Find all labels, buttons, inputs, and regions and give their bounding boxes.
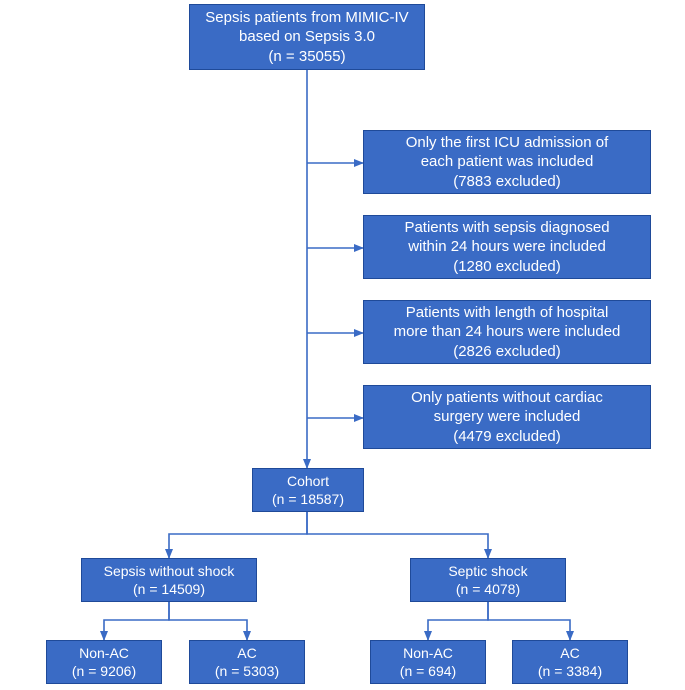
node-excl4: Only patients without cardiacsurgery wer… <box>363 385 651 449</box>
node-excl3-line: Patients with length of hospital <box>406 303 609 323</box>
node-excl4-line: (4479 excluded) <box>453 427 561 447</box>
edge-5 <box>169 512 307 558</box>
node-sws-line: Sepsis without shock <box>104 562 235 580</box>
node-excl1: Only the first ICU admission ofeach pati… <box>363 130 651 194</box>
flowchart-canvas: Sepsis patients from MIMIC-IVbased on Se… <box>0 0 685 690</box>
node-nac1-line: Non-AC <box>79 644 129 662</box>
node-excl2: Patients with sepsis diagnosedwithin 24 … <box>363 215 651 279</box>
edge-10 <box>488 602 570 640</box>
node-top-line: based on Sepsis 3.0 <box>239 27 375 47</box>
node-ss: Septic shock(n = 4078) <box>410 558 566 602</box>
node-excl4-line: Only patients without cardiac <box>411 388 603 408</box>
node-excl2-line: within 24 hours were included <box>408 237 606 257</box>
node-excl2-line: (1280 excluded) <box>453 257 561 277</box>
node-top-line: (n = 35055) <box>268 47 345 67</box>
node-ac1-line: AC <box>237 644 256 662</box>
node-ss-line: Septic shock <box>448 562 527 580</box>
node-excl3-line: more than 24 hours were included <box>394 322 621 342</box>
edge-8 <box>169 602 247 640</box>
node-cohort: Cohort(n = 18587) <box>252 468 364 512</box>
node-cohort-line: (n = 18587) <box>272 490 344 508</box>
node-excl4-line: surgery were included <box>434 407 581 427</box>
node-excl1-line: (7883 excluded) <box>453 172 561 192</box>
node-ac2-line: AC <box>560 644 579 662</box>
node-ac2: AC(n = 3384) <box>512 640 628 684</box>
edge-9 <box>428 602 488 640</box>
node-sws: Sepsis without shock(n = 14509) <box>81 558 257 602</box>
edge-7 <box>104 602 169 640</box>
node-sws-line: (n = 14509) <box>133 580 205 598</box>
node-top: Sepsis patients from MIMIC-IVbased on Se… <box>189 4 425 70</box>
node-ac2-line: (n = 3384) <box>538 662 602 680</box>
node-excl3: Patients with length of hospitalmore tha… <box>363 300 651 364</box>
node-ss-line: (n = 4078) <box>456 580 520 598</box>
node-excl3-line: (2826 excluded) <box>453 342 561 362</box>
node-nac2: Non-AC(n = 694) <box>370 640 486 684</box>
node-ac1-line: (n = 5303) <box>215 662 279 680</box>
node-excl1-line: each patient was included <box>421 152 594 172</box>
node-nac1-line: (n = 9206) <box>72 662 136 680</box>
node-cohort-line: Cohort <box>287 472 329 490</box>
node-excl2-line: Patients with sepsis diagnosed <box>404 218 609 238</box>
edge-6 <box>307 512 488 558</box>
node-ac1: AC(n = 5303) <box>189 640 305 684</box>
node-nac2-line: (n = 694) <box>400 662 456 680</box>
node-excl1-line: Only the first ICU admission of <box>406 133 609 153</box>
node-top-line: Sepsis patients from MIMIC-IV <box>205 8 408 28</box>
node-nac1: Non-AC(n = 9206) <box>46 640 162 684</box>
node-nac2-line: Non-AC <box>403 644 453 662</box>
